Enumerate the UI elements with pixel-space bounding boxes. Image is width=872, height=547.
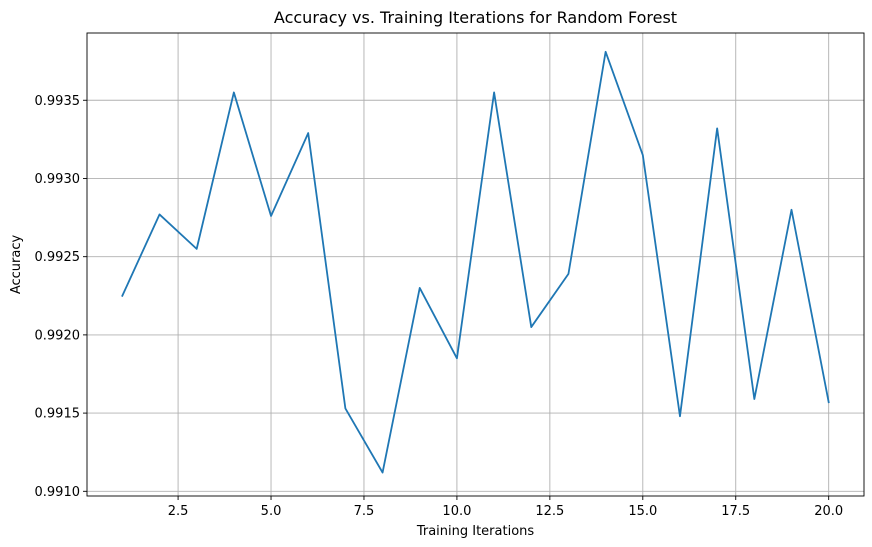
x-tick-label: 2.5 (168, 504, 189, 519)
x-tick-label: 5.0 (261, 504, 282, 519)
y-axis-label: Accuracy (9, 235, 24, 295)
plot-frame (86, 32, 865, 497)
y-axis-ticks: 0.9910 0.9915 0.9920 0.9925 0.9930 0.9935 (35, 94, 87, 500)
x-tick-label: 20.0 (814, 504, 843, 519)
y-tick-label: 0.9935 (35, 94, 81, 109)
accuracy-series-line (121, 50, 830, 474)
chart-title: Accuracy vs. Training Iterations for Ran… (274, 8, 677, 27)
y-tick-label: 0.9910 (35, 485, 81, 500)
x-tick-label: 7.5 (354, 504, 375, 519)
x-axis-label: Training Iterations (416, 524, 535, 539)
x-tick-label: 15.0 (628, 504, 657, 519)
grid (87, 33, 864, 496)
x-tick-label: 10.0 (442, 504, 471, 519)
y-tick-label: 0.9930 (35, 172, 81, 187)
series-layer (121, 50, 830, 474)
y-tick-label: 0.9920 (35, 328, 81, 343)
x-tick-label: 17.5 (721, 504, 750, 519)
x-axis-ticks: 2.5 5.0 7.5 10.0 12.5 15.0 17.5 20.0 (168, 496, 843, 519)
x-tick-label: 12.5 (535, 504, 564, 519)
y-tick-label: 0.9915 (35, 407, 81, 422)
y-tick-label: 0.9925 (35, 250, 81, 265)
